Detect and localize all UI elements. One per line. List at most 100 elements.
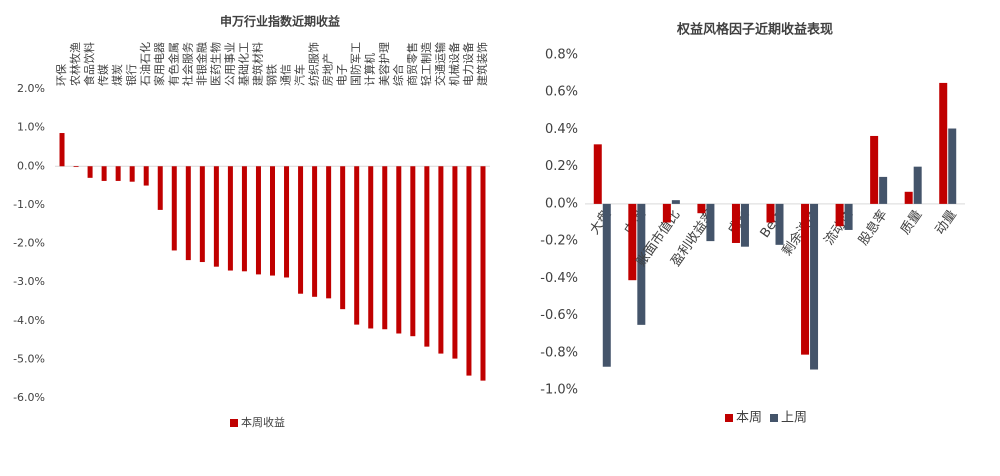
y-tick-label: 0.0%	[17, 159, 45, 172]
factor-chart: 权益风格因子近期收益表现 0.8% 0.6% 0.4% 0.2% 0.0% -0.2% -0.…	[540, 22, 965, 426]
bar	[227, 166, 233, 271]
y-tick-label: -2.0%	[13, 237, 45, 250]
bar	[73, 166, 79, 168]
y-tick-label: -1.0%	[13, 198, 45, 211]
x-tick-label: 通信	[280, 64, 293, 86]
bar	[312, 166, 318, 297]
bar	[810, 203, 819, 370]
bar	[628, 203, 637, 281]
y-tick-label: 0.0%	[545, 196, 578, 211]
bar	[671, 200, 680, 204]
bar	[396, 166, 402, 334]
bar	[438, 166, 444, 354]
x-tick-label: 建筑装饰	[475, 42, 489, 86]
bar	[697, 203, 706, 214]
x-tick-label: 非银金融	[194, 42, 208, 86]
x-tick-label: 石油石化	[138, 42, 152, 86]
y-tick-label: -6.0%	[13, 391, 45, 404]
x-tick-label: 综合	[391, 64, 405, 86]
bar	[593, 144, 602, 204]
x-tick-label: 美容护理	[377, 42, 391, 86]
bar	[740, 203, 749, 247]
y-tick-label: -3.0%	[13, 275, 45, 288]
x-tick-label: 股息率	[855, 207, 890, 248]
bar	[801, 203, 810, 355]
legend-swatch	[230, 419, 238, 427]
x-tick-label: 动量	[933, 208, 960, 238]
bar	[382, 166, 388, 330]
x-tick-label: 传媒	[97, 64, 110, 86]
bar	[466, 166, 472, 376]
x-tick-label: 食品饮料	[82, 42, 96, 86]
bar	[143, 166, 149, 186]
x-tick-label: 电力设备	[461, 42, 475, 86]
x-tick-label: 房地产	[321, 53, 335, 86]
bar	[706, 203, 715, 242]
bar	[185, 166, 191, 261]
bar	[835, 203, 844, 227]
x-tick-label: 社会服务	[180, 42, 194, 86]
bar	[340, 166, 346, 310]
bar	[424, 166, 430, 347]
bar	[844, 203, 853, 230]
bar	[766, 203, 775, 223]
y-tick-label: -0.2%	[540, 234, 578, 249]
bar	[904, 191, 913, 204]
bar	[59, 133, 65, 167]
bar	[879, 176, 888, 204]
y-tick-label: 2.0%	[17, 82, 45, 95]
bar	[948, 128, 957, 204]
bar	[602, 203, 611, 367]
bar	[662, 203, 671, 223]
x-tick-label: 计算机	[363, 53, 377, 86]
y-tick-label: -4.0%	[13, 314, 45, 327]
bar	[354, 166, 360, 325]
legend-label: 本周收益	[241, 415, 285, 429]
bar	[326, 166, 332, 299]
bar	[101, 166, 107, 181]
bar	[452, 166, 458, 359]
bar	[270, 166, 275, 276]
chart-title: 申万行业指数近期收益	[220, 14, 340, 29]
bar	[129, 166, 135, 182]
y-tick-label: -1.0%	[540, 383, 578, 398]
x-tick-label: 机械设备	[447, 42, 461, 86]
x-tick-label: 农林牧渔	[68, 42, 82, 86]
y-tick-label: 1.0%	[17, 121, 45, 134]
x-tick-label: 钢铁	[266, 64, 279, 86]
x-tick-label: 国防军工	[349, 42, 363, 86]
legend-swatch	[770, 414, 778, 422]
x-tick-label: 汽车	[293, 64, 307, 86]
y-tick-label: -0.4%	[540, 271, 578, 286]
x-tick-label: 基础化工	[236, 42, 250, 86]
chart-title: 权益风格因子近期收益表现	[676, 22, 833, 38]
bar	[171, 166, 177, 251]
x-tick-label: 家用电器	[152, 42, 166, 86]
bar	[199, 166, 205, 263]
x-tick-label: 质量	[898, 208, 925, 238]
x-tick-label: 轻工制造	[419, 42, 433, 86]
legend-label: 上周	[781, 411, 807, 426]
y-tick-label: 0.2%	[545, 159, 578, 174]
y-tick-label: 0.8%	[545, 48, 578, 63]
x-tick-label: 有色金属	[166, 42, 180, 86]
industry-chart: 申万行业指数近期收益 2.0% 1.0% 0.0% -1.0% -2.0% -3.0% -4.…	[13, 14, 490, 429]
bar	[157, 166, 163, 210]
bar	[87, 166, 93, 178]
y-tick-label: -0.8%	[540, 345, 578, 360]
x-tick-label: 建筑材料	[250, 42, 264, 86]
bar	[480, 166, 486, 381]
bar	[637, 203, 646, 325]
x-tick-label: 公用事业	[223, 42, 236, 86]
bar	[410, 166, 416, 337]
bar	[368, 166, 374, 329]
bar	[939, 82, 948, 204]
x-tick-label: 纺织服饰	[307, 42, 321, 86]
bar	[213, 166, 219, 267]
x-tick-label: 银行	[124, 64, 138, 86]
bar	[115, 166, 121, 181]
bar	[255, 166, 261, 275]
bar	[731, 203, 740, 243]
